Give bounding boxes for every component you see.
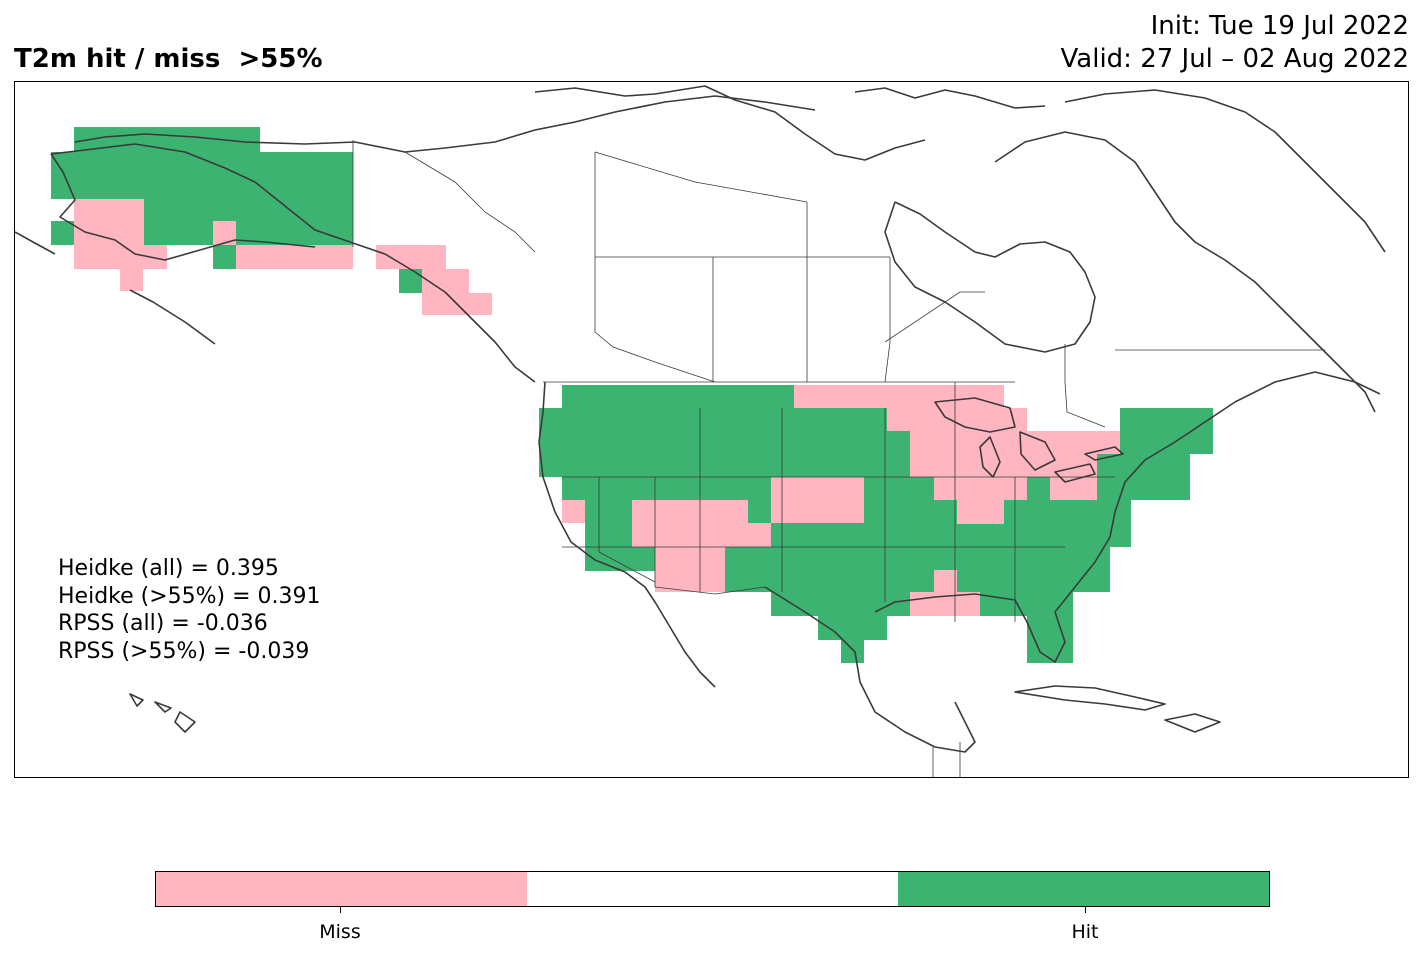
rpss-all: RPSS (all) = -0.036 <box>58 611 268 636</box>
hit-cell <box>213 245 236 269</box>
hit-cell <box>887 431 910 477</box>
miss-cell <box>771 477 864 523</box>
miss-cell <box>376 245 446 269</box>
hit-cell <box>51 221 74 245</box>
hit-tick <box>1085 907 1086 913</box>
miss-label: Miss <box>319 921 361 943</box>
miss-cell <box>562 500 585 523</box>
hit-label: Hit <box>1071 921 1099 943</box>
map-title: T2m hit / miss >55% <box>14 44 323 74</box>
miss-cell <box>887 408 1027 431</box>
miss-swatch <box>156 872 527 906</box>
date-block: Init: Tue 19 Jul 2022 Valid: 27 Jul – 02… <box>1061 10 1409 76</box>
miss-cell <box>934 570 957 592</box>
hit-cell <box>585 547 655 571</box>
hit-swatch <box>898 872 1269 906</box>
hit-cell <box>51 152 353 199</box>
miss-cell <box>213 221 236 245</box>
valid-range: Valid: 27 Jul – 02 Aug 2022 <box>1060 44 1409 74</box>
coastlines <box>15 85 1386 753</box>
rpss-55: RPSS (>55%) = -0.039 <box>58 638 310 664</box>
hit-cell <box>144 199 353 245</box>
hit-cell <box>539 408 887 477</box>
miss-cell <box>794 385 1004 408</box>
miss-cell <box>655 547 725 592</box>
heidke-all: Heidke (all) = 0.395 <box>58 556 279 581</box>
init-date: Init: Tue 19 Jul 2022 <box>1150 11 1409 41</box>
hit-cell <box>399 269 422 293</box>
map-panel: Heidke (all) = 0.395 Heidke (>55%) = 0.3… <box>14 81 1409 778</box>
hit-cell <box>841 640 864 663</box>
neutral-swatch <box>527 872 898 906</box>
hit-cell <box>910 477 934 500</box>
miss-cell <box>1050 477 1097 500</box>
verification-cells <box>51 127 1213 663</box>
miss-cell <box>957 500 1004 524</box>
hit-cell <box>725 547 1110 592</box>
miss-cell <box>725 523 771 547</box>
miss-cell <box>236 245 353 269</box>
skill-scores: Heidke (all) = 0.395 Heidke (>55%) = 0.3… <box>58 555 321 665</box>
hit-cell <box>562 385 794 408</box>
north-america-map <box>15 85 1386 777</box>
legend-colorbar <box>155 871 1270 907</box>
miss-cell <box>120 269 143 291</box>
heidke-55: Heidke (>55%) = 0.391 <box>58 583 321 609</box>
miss-tick <box>340 907 341 913</box>
borders <box>352 140 1325 777</box>
hit-cell <box>980 592 1073 616</box>
